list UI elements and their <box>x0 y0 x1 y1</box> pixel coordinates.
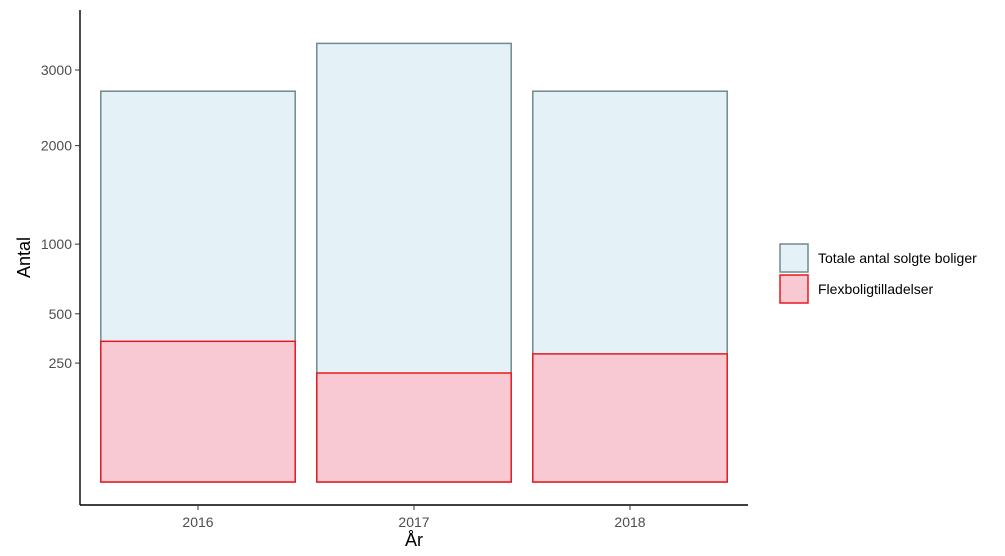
legend-key-total <box>779 243 809 273</box>
legend: Totale antal solgte boliger Flexboligtill… <box>779 243 977 304</box>
bar-flex-2018 <box>532 353 728 483</box>
x-tick-label: 2018 <box>614 514 645 530</box>
x-tick-label: 2017 <box>398 514 429 530</box>
x-axis-ticks: 2016 2017 2018 <box>182 505 646 530</box>
x-axis-title: År <box>405 530 423 550</box>
y-tick-label: 500 <box>49 306 73 322</box>
bar-flex-2017 <box>316 372 512 483</box>
y-axis-ticks: 250 500 1000 2000 3000 <box>41 62 80 371</box>
y-tick-label: 250 <box>49 355 73 371</box>
y-tick-label: 2000 <box>41 138 72 154</box>
y-axis-title: Antal <box>14 237 34 278</box>
bar-flex-2016 <box>100 340 296 483</box>
y-tick-label: 3000 <box>41 62 72 78</box>
legend-label-total: Totale antal solgte boliger <box>818 250 977 266</box>
legend-key-flex <box>779 274 809 304</box>
legend-label-flex: Flexboligtilladelser <box>818 281 934 297</box>
x-tick-label: 2016 <box>182 514 213 530</box>
bars <box>100 42 728 483</box>
y-tick-label: 1000 <box>41 236 72 252</box>
